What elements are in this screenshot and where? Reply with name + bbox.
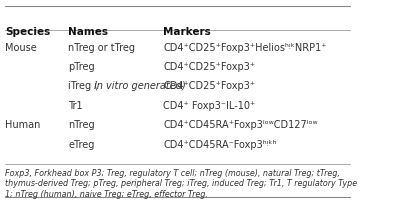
Text: Mouse: Mouse: [5, 42, 37, 52]
Text: CD4⁺CD45RA⁺Foxp3ˡᵒʷCD127ˡᵒʷ: CD4⁺CD45RA⁺Foxp3ˡᵒʷCD127ˡᵒʷ: [163, 120, 318, 130]
Text: in vitro generated): in vitro generated): [94, 81, 186, 91]
Text: Tr1: Tr1: [68, 101, 83, 110]
Text: Names: Names: [68, 27, 108, 37]
Text: Foxp3, Forkhead box P3; Treg, regulatory T cell; nTreg (mouse), natural Treg; tT: Foxp3, Forkhead box P3; Treg, regulatory…: [5, 168, 357, 198]
Text: CD4⁺CD25⁺Foxp3⁺HeliosʰᵎᵏNRP1⁺: CD4⁺CD25⁺Foxp3⁺HeliosʰᵎᵏNRP1⁺: [163, 42, 327, 52]
Text: CD4⁺CD25⁺Foxp3⁺: CD4⁺CD25⁺Foxp3⁺: [163, 62, 256, 72]
Text: nTreg: nTreg: [68, 120, 95, 130]
Text: eTreg: eTreg: [68, 139, 95, 149]
Text: iTreg (: iTreg (: [68, 81, 98, 91]
Text: Species: Species: [5, 27, 50, 37]
Text: CD4⁺CD25⁺Foxp3⁺: CD4⁺CD25⁺Foxp3⁺: [163, 81, 256, 91]
Text: nTreg or tTreg: nTreg or tTreg: [68, 42, 135, 52]
Text: pTreg: pTreg: [68, 62, 95, 72]
Text: CD4⁺CD45RA⁻Foxp3ʰᵎᵏʰ: CD4⁺CD45RA⁻Foxp3ʰᵎᵏʰ: [163, 139, 277, 149]
Text: Human: Human: [5, 120, 40, 130]
Text: CD4⁺ Foxp3⁻IL-10⁺: CD4⁺ Foxp3⁻IL-10⁺: [163, 101, 256, 110]
Text: Markers: Markers: [163, 27, 211, 37]
